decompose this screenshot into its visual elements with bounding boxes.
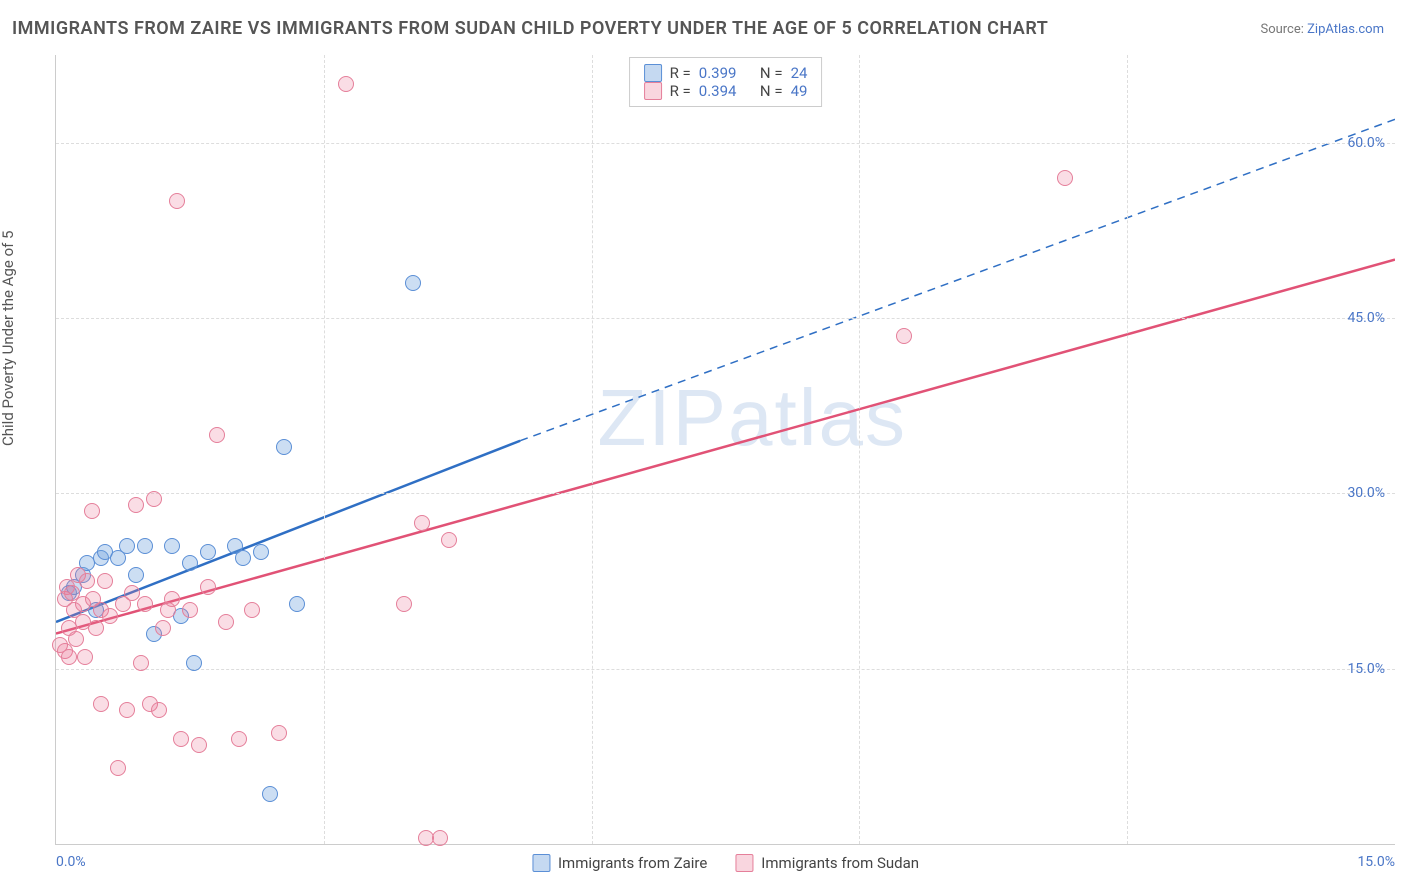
source-attribution: Source: ZipAtlas.com	[1260, 22, 1384, 37]
data-point	[110, 760, 126, 776]
source-link[interactable]: ZipAtlas.com	[1307, 22, 1384, 37]
swatch-sudan-icon	[735, 854, 753, 872]
trend-lines-layer	[56, 55, 1395, 844]
data-point	[896, 328, 912, 344]
correlation-legend: R = 0.399 N = 24 R = 0.394 N = 49	[629, 57, 823, 107]
x-tick-label: 0.0%	[56, 854, 86, 870]
n-label: N =	[760, 64, 783, 82]
y-tick-label: 30.0%	[1347, 485, 1385, 501]
data-point	[276, 439, 292, 455]
gridline-v	[1127, 55, 1128, 844]
data-point	[128, 567, 144, 583]
data-point	[151, 702, 167, 718]
data-point	[102, 608, 118, 624]
data-point	[218, 614, 234, 630]
data-point	[164, 538, 180, 554]
legend-row-sudan: R = 0.394 N = 49	[644, 82, 808, 100]
legend-item-zaire: Immigrants from Zaire	[532, 854, 707, 872]
data-point	[200, 579, 216, 595]
gridline-v	[324, 55, 325, 844]
data-point	[200, 544, 216, 560]
data-point	[432, 830, 448, 846]
r-value-sudan: 0.394	[699, 82, 737, 100]
trend-line	[56, 260, 1395, 634]
data-point	[119, 538, 135, 554]
legend-label-zaire: Immigrants from Zaire	[558, 854, 707, 872]
data-point	[93, 696, 109, 712]
data-point	[61, 649, 77, 665]
r-value-zaire: 0.399	[699, 64, 737, 82]
data-point	[77, 649, 93, 665]
gridline-h	[56, 493, 1395, 494]
n-value-sudan: 49	[791, 82, 808, 100]
data-point	[79, 573, 95, 589]
data-point	[173, 731, 189, 747]
data-point	[338, 76, 354, 92]
n-label: N =	[760, 82, 783, 100]
gridline-h	[56, 143, 1395, 144]
data-point	[119, 702, 135, 718]
gridline-v	[592, 55, 593, 844]
legend-row-zaire: R = 0.399 N = 24	[644, 64, 808, 82]
data-point	[235, 550, 251, 566]
source-prefix: Source:	[1260, 22, 1307, 37]
gridline-v	[859, 55, 860, 844]
data-point	[191, 737, 207, 753]
data-point	[231, 731, 247, 747]
data-point	[137, 596, 153, 612]
data-point	[137, 538, 153, 554]
gridline-h	[56, 669, 1395, 670]
trend-line-extrapolated	[520, 119, 1395, 440]
data-point	[68, 631, 84, 647]
x-tick-label: 15.0%	[1357, 854, 1395, 870]
data-point	[396, 596, 412, 612]
data-point	[182, 602, 198, 618]
data-point	[253, 544, 269, 560]
data-point	[124, 585, 140, 601]
data-point	[262, 786, 278, 802]
y-axis-label: Child Poverty Under the Age of 5	[0, 231, 17, 447]
data-point	[441, 532, 457, 548]
data-point	[128, 497, 144, 513]
data-point	[169, 193, 185, 209]
data-point	[209, 427, 225, 443]
data-point	[97, 573, 113, 589]
y-tick-label: 45.0%	[1347, 310, 1385, 326]
chart-title: IMMIGRANTS FROM ZAIRE VS IMMIGRANTS FROM…	[12, 18, 1048, 39]
data-point	[155, 620, 171, 636]
data-point	[182, 555, 198, 571]
data-point	[271, 725, 287, 741]
data-point	[289, 596, 305, 612]
y-tick-label: 60.0%	[1347, 135, 1385, 151]
data-point	[405, 275, 421, 291]
data-point	[244, 602, 260, 618]
swatch-zaire-icon	[644, 64, 662, 82]
r-label: R =	[670, 82, 691, 100]
data-point	[414, 515, 430, 531]
y-tick-label: 15.0%	[1347, 661, 1385, 677]
swatch-sudan-icon	[644, 82, 662, 100]
data-point	[88, 620, 104, 636]
series-legend: Immigrants from Zaire Immigrants from Su…	[532, 854, 919, 872]
data-point	[164, 591, 180, 607]
legend-label-sudan: Immigrants from Sudan	[761, 854, 919, 872]
legend-item-sudan: Immigrants from Sudan	[735, 854, 919, 872]
data-point	[84, 503, 100, 519]
data-point	[186, 655, 202, 671]
gridline-h	[56, 318, 1395, 319]
n-value-zaire: 24	[791, 64, 808, 82]
swatch-zaire-icon	[532, 854, 550, 872]
data-point	[133, 655, 149, 671]
data-point	[146, 491, 162, 507]
watermark: ZIPatlas	[598, 372, 907, 464]
r-label: R =	[670, 64, 691, 82]
plot-area: ZIPatlas R = 0.399 N = 24 R = 0.394 N = …	[55, 55, 1395, 845]
data-point	[1057, 170, 1073, 186]
